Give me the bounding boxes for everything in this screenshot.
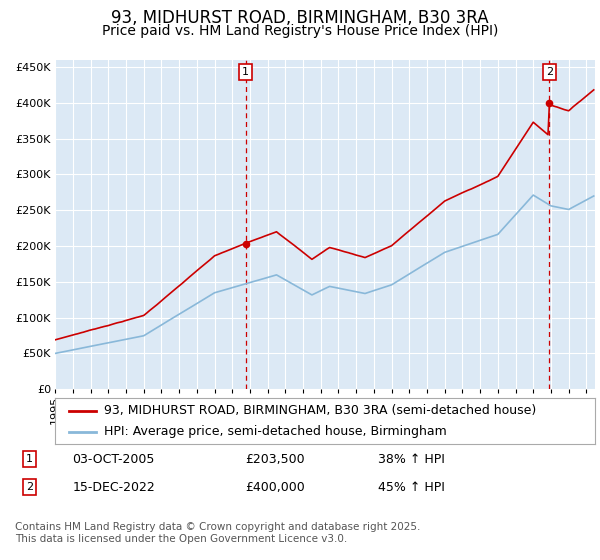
- Text: 2: 2: [546, 67, 553, 77]
- Text: £203,500: £203,500: [245, 452, 305, 465]
- Text: 2: 2: [26, 482, 33, 492]
- Text: 03-OCT-2005: 03-OCT-2005: [73, 452, 155, 465]
- Text: HPI: Average price, semi-detached house, Birmingham: HPI: Average price, semi-detached house,…: [104, 425, 446, 438]
- Text: 93, MIDHURST ROAD, BIRMINGHAM, B30 3RA: 93, MIDHURST ROAD, BIRMINGHAM, B30 3RA: [111, 10, 489, 27]
- Text: 1: 1: [242, 67, 249, 77]
- Text: £400,000: £400,000: [245, 481, 305, 494]
- Text: 45% ↑ HPI: 45% ↑ HPI: [378, 481, 445, 494]
- Text: Contains HM Land Registry data © Crown copyright and database right 2025.
This d: Contains HM Land Registry data © Crown c…: [15, 522, 421, 544]
- Text: Price paid vs. HM Land Registry's House Price Index (HPI): Price paid vs. HM Land Registry's House …: [102, 24, 498, 38]
- Text: 1: 1: [26, 454, 33, 464]
- Text: 15-DEC-2022: 15-DEC-2022: [73, 481, 155, 494]
- Text: 93, MIDHURST ROAD, BIRMINGHAM, B30 3RA (semi-detached house): 93, MIDHURST ROAD, BIRMINGHAM, B30 3RA (…: [104, 404, 536, 417]
- Text: 38% ↑ HPI: 38% ↑ HPI: [378, 452, 445, 465]
